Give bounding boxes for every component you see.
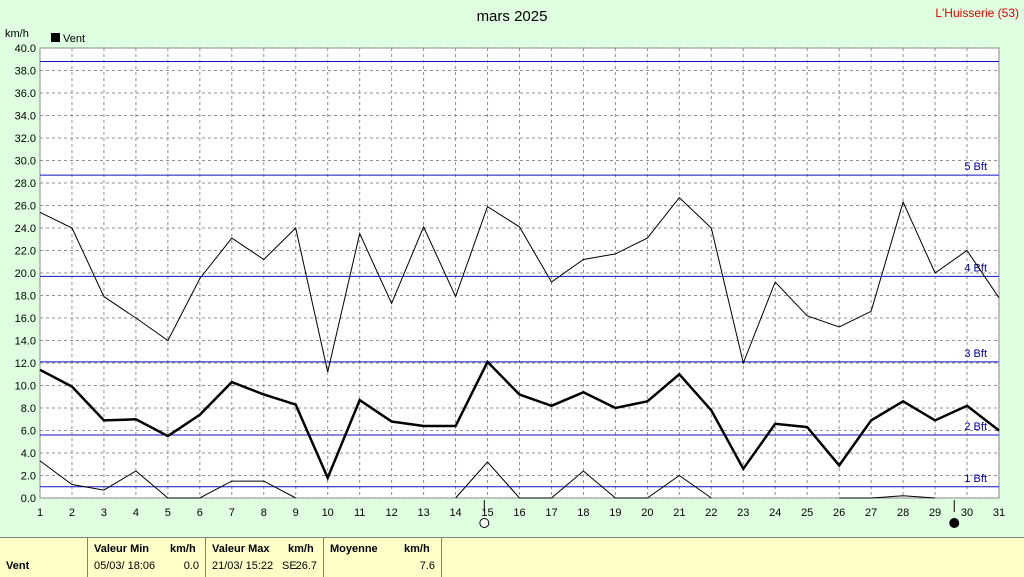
x-tick-label: 13: [417, 507, 429, 519]
series-min-line: [39, 460, 296, 499]
x-tick-label: 2: [69, 507, 75, 519]
series-max-line: [39, 196, 1000, 373]
y-axis-unit: km/h: [5, 28, 29, 40]
station-name: L'Huisserie (53): [935, 6, 1019, 20]
stats-label-cell: Vent: [0, 538, 88, 577]
series-min-line: [455, 461, 712, 499]
x-tick-label: 14: [449, 507, 461, 519]
y-tick-label: 14.0: [15, 336, 36, 348]
x-tick-label: 23: [737, 507, 749, 519]
x-tick-label: 22: [705, 507, 717, 519]
series-lines: [39, 196, 1000, 499]
y-tick-label: 6.0: [21, 426, 36, 438]
max-unit: km/h: [288, 543, 314, 555]
x-tick-label: 31: [993, 507, 1005, 519]
x-axis-ticks: 1 2 3 4 5 6 7 8 9 10 11 12 13 14 15 16 17 18 19 20 21 22 23 24 2…: [37, 507, 1005, 519]
beaufort-label: 5 Bft: [964, 161, 987, 173]
series-mean-line: [39, 359, 1000, 481]
min-datetime: 05/03/ 18:06: [94, 560, 156, 572]
y-tick-label: 16.0: [15, 313, 36, 325]
chart-title: mars 2025: [477, 8, 548, 25]
x-tick-label: 16: [513, 507, 525, 519]
y-tick-label: 2.0: [21, 471, 36, 483]
x-tick-label: 28: [897, 507, 909, 519]
stats-max-cell: Valeur Max km/h 21/03/ 15:22 SE 26.7: [206, 538, 324, 577]
x-tick-label: 6: [197, 507, 203, 519]
x-tick-label: 27: [865, 507, 877, 519]
y-tick-label: 4.0: [21, 448, 36, 460]
min-value: 0.0: [183, 560, 199, 572]
max-datetime: 21/03/ 15:22: [212, 560, 274, 572]
max-header: Valeur Max: [212, 543, 270, 555]
y-tick-label: 36.0: [15, 88, 36, 100]
beaufort-label: 1 Bft: [964, 473, 987, 485]
x-tick-label: 20: [641, 507, 653, 519]
y-tick-label: 34.0: [15, 111, 36, 123]
y-tick-label: 38.0: [15, 66, 36, 78]
x-tick-label: 19: [609, 507, 621, 519]
y-tick-label: 32.0: [15, 133, 36, 145]
x-tick-label: 18: [577, 507, 589, 519]
new-moon-icon: [949, 518, 960, 528]
mean-unit: km/h: [404, 543, 430, 555]
x-tick-label: 17: [545, 507, 557, 519]
min-header: Valeur Min: [94, 543, 150, 555]
y-tick-label: 12.0: [15, 358, 36, 370]
y-tick-label: 18.0: [15, 291, 36, 303]
stats-row-label: Vent: [6, 560, 30, 572]
y-tick-label: 24.0: [15, 223, 36, 235]
y-tick-label: 20.0: [15, 268, 36, 280]
mean-value: 7.6: [419, 560, 435, 572]
x-tick-label: 30: [961, 507, 973, 519]
max-value: 26.7: [295, 560, 317, 572]
min-unit: km/h: [170, 543, 196, 555]
y-tick-label: 22.0: [15, 246, 36, 258]
x-tick-label: 29: [929, 507, 941, 519]
full-moon-icon: [479, 518, 490, 528]
y-tick-label: 8.0: [21, 403, 36, 415]
x-tick-label: 12: [386, 507, 398, 519]
max-direction: SE: [282, 560, 297, 572]
y-axis-ticks: 0.0 2.0 4.0 6.0 8.0 10.0 12.0 14.0 16.0 18.0 20.0 2…: [15, 43, 36, 505]
x-tick-label: 3: [101, 507, 107, 519]
beaufort-label: 3 Bft: [964, 348, 987, 360]
x-tick-label: 9: [293, 507, 299, 519]
x-tick-label: 5: [165, 507, 171, 519]
x-tick-label: 11: [354, 507, 365, 519]
stats-mean-cell: Moyenne km/h 7.6: [324, 538, 442, 577]
legend-swatch: [51, 33, 60, 42]
grid-lines: [39, 47, 1000, 499]
x-tick-label: 21: [673, 507, 685, 519]
mean-header: Moyenne: [330, 543, 378, 555]
stats-panel: Vent Valeur Min km/h 05/03/ 18:06 0.0 Va…: [0, 537, 1024, 577]
x-tick-label: 7: [229, 507, 235, 519]
y-tick-label: 30.0: [15, 156, 36, 168]
x-tick-label: 25: [801, 507, 813, 519]
y-tick-label: 10.0: [15, 381, 36, 393]
series-min-line: [839, 495, 936, 499]
stats-min-cell: Valeur Min km/h 05/03/ 18:06 0.0: [88, 538, 206, 577]
x-tick-label: 4: [133, 507, 139, 519]
x-tick-label: 15: [481, 507, 493, 519]
moon-phases: [479, 500, 960, 528]
x-tick-label: 1: [37, 507, 43, 519]
x-tick-label: 24: [769, 507, 781, 519]
legend-label: Vent: [63, 33, 85, 45]
x-tick-label: 10: [322, 507, 334, 519]
y-tick-label: 26.0: [15, 201, 36, 213]
y-tick-label: 28.0: [15, 178, 36, 190]
x-tick-label: 26: [833, 507, 845, 519]
x-tick-label: 8: [261, 507, 267, 519]
y-tick-label: 0.0: [21, 493, 36, 505]
beaufort-label: 2 Bft: [964, 421, 987, 433]
y-tick-label: 40.0: [15, 43, 36, 55]
